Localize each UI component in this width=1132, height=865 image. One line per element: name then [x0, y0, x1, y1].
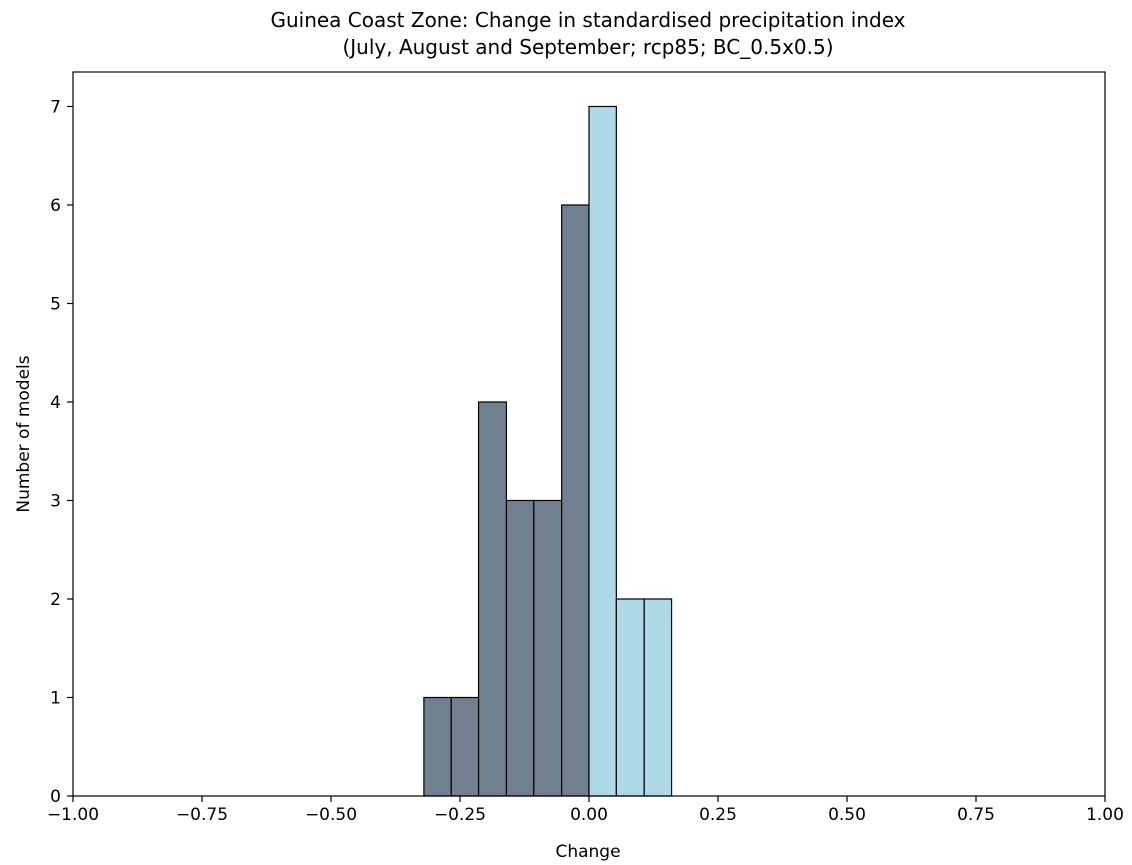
histogram-bar-6: [588, 105, 617, 797]
y-axis-label: Number of models: [14, 355, 34, 512]
histogram-bar-1: [450, 696, 480, 797]
histogram-bar-8: [643, 598, 673, 797]
y-tick-label: 0: [50, 787, 61, 807]
y-tick-label: 6: [50, 196, 61, 216]
chart-subtitle: (July, August and September; rcp85; BC_0…: [342, 35, 833, 59]
plot-area-frame: [72, 71, 1106, 797]
histogram-bar-0: [423, 696, 452, 797]
y-axis-ticks: 0 1 2 3 4 5 6 7: [50, 97, 73, 807]
histogram-bar-2: [477, 401, 508, 797]
y-tick-label: 1: [50, 688, 61, 708]
x-tick-label: −0.50: [305, 805, 357, 825]
y-tick-label: 4: [50, 393, 61, 413]
x-tick-label: −0.25: [434, 805, 486, 825]
x-tick-label: −0.75: [176, 805, 228, 825]
histogram-bar-4: [533, 499, 563, 797]
y-tick-label: 5: [50, 294, 61, 314]
y-tick-label: 3: [50, 491, 61, 511]
x-tick-label: 0.75: [957, 805, 995, 825]
histogram-bar-5: [561, 204, 590, 797]
bars-group: [423, 105, 673, 797]
x-tick-label: 0.50: [828, 805, 866, 825]
histogram-bar-3: [505, 499, 535, 797]
x-axis-label: Change: [555, 842, 620, 862]
x-tick-label: 1.00: [1086, 805, 1124, 825]
histogram-bar-7: [615, 598, 645, 797]
x-axis-ticks: −1.00 −0.75 −0.50 −0.25 0.00 0.25 0.50 0.75 1.00: [47, 796, 1124, 825]
y-tick-label: 2: [50, 590, 61, 610]
x-tick-label: −1.00: [47, 805, 99, 825]
y-tick-label: 7: [50, 97, 61, 117]
chart-title: Guinea Coast Zone: Change in standardise…: [270, 8, 905, 32]
x-tick-label: 0.00: [570, 805, 608, 825]
x-tick-label: 0.25: [699, 805, 737, 825]
